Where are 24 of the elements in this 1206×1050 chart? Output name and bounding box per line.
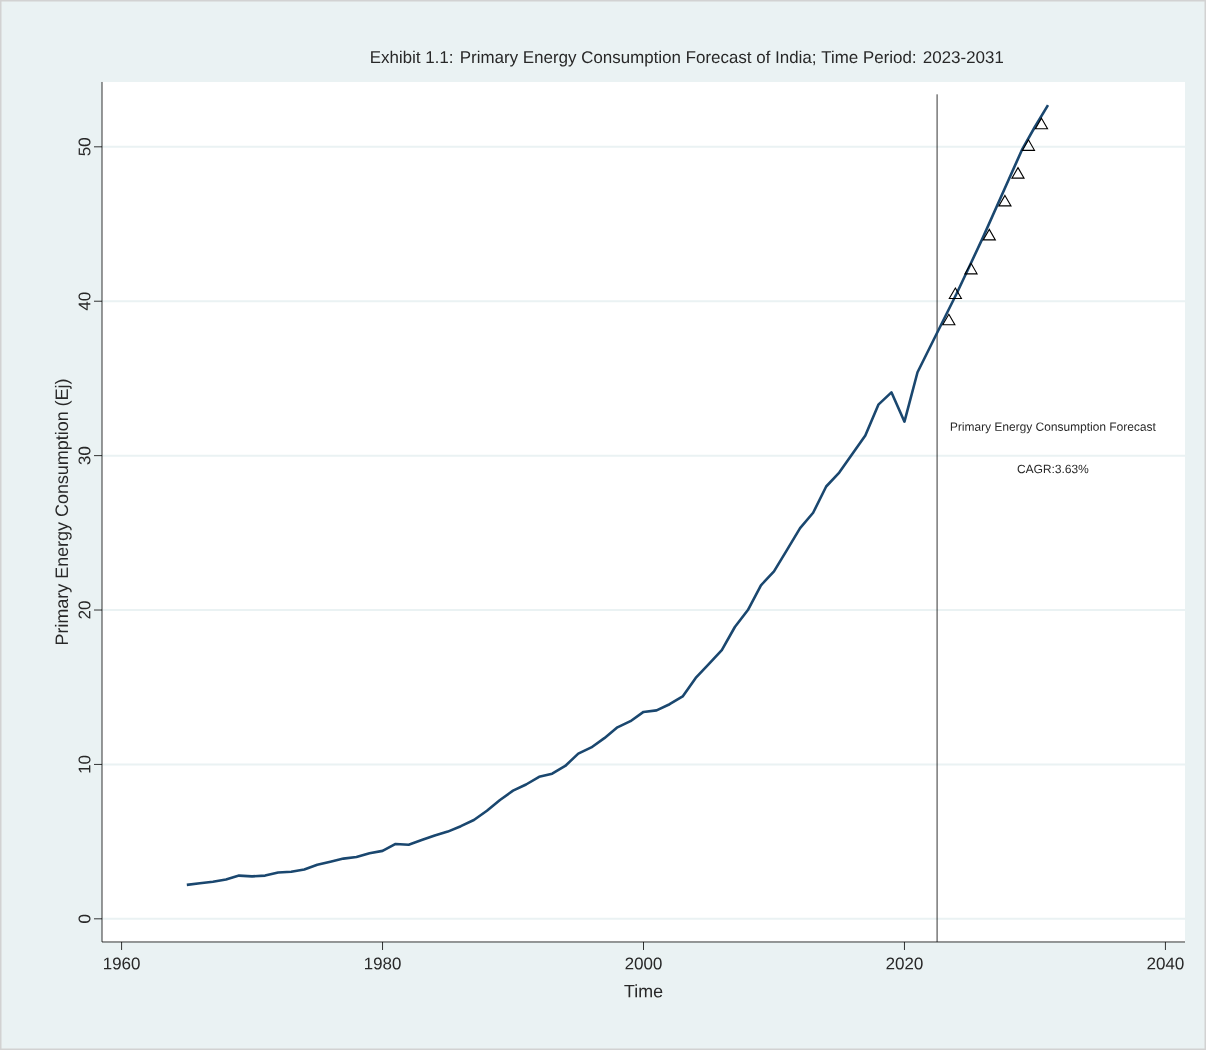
y-tick-label: 30 <box>78 446 91 465</box>
point <box>964 262 978 275</box>
y-tick-label: 20 <box>78 601 91 619</box>
x-tick-label: 2020 <box>886 957 923 970</box>
y-tick-label: 40 <box>78 292 91 311</box>
point <box>1011 167 1025 179</box>
chart-title: Exhibit 1.1: Primary Energy Consumption Forecast of India; Time Period: 2023-2031 <box>371 50 1003 67</box>
point <box>942 313 956 326</box>
x-tick-label: 2000 <box>625 957 662 970</box>
y-tick-label: 0 <box>78 914 91 923</box>
annotation: Primary Energy Consumption Forecast <box>950 422 1156 434</box>
y-axis-title: Primary Energy Consumption (Ej) <box>54 379 72 645</box>
x-tick-label: 1980 <box>365 957 401 970</box>
point <box>998 194 1012 207</box>
point <box>982 228 996 241</box>
x-axis-title: Time <box>624 984 663 998</box>
point <box>948 287 962 300</box>
y-tick-label: 50 <box>78 138 91 156</box>
point <box>1034 117 1049 130</box>
point <box>1021 139 1036 151</box>
y-tick-label: 10 <box>78 755 91 773</box>
x-tick-label: 1960 <box>104 957 140 970</box>
x-tick-label: 2040 <box>1147 957 1184 970</box>
annotation: CAGR:3.63% <box>1017 464 1089 474</box>
